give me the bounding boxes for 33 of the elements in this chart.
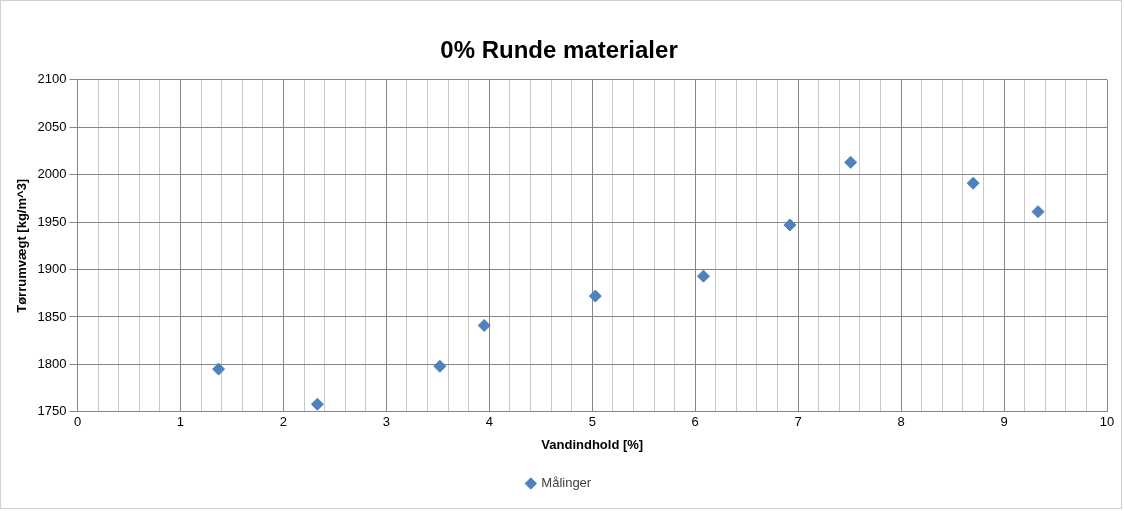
point xyxy=(966,176,980,190)
point xyxy=(212,362,226,376)
point xyxy=(1031,205,1045,219)
x-tick-label: 3 xyxy=(382,414,390,430)
y-tick-label: 1800 xyxy=(37,355,67,371)
y-tick-label: 1850 xyxy=(37,308,67,324)
point xyxy=(844,155,858,169)
x-axis-title: Vandindhold [%] xyxy=(541,436,644,452)
y-axis-title: Tørrumvægt [kg/m^3] xyxy=(14,178,30,313)
point xyxy=(696,269,710,283)
y-tick-label: 1900 xyxy=(37,261,67,277)
x-tick-label: 4 xyxy=(485,414,493,430)
y-tick-label: 2100 xyxy=(37,71,67,87)
x-tick-label: 8 xyxy=(897,414,905,430)
y-tick-label: 1750 xyxy=(37,403,67,419)
point xyxy=(477,318,491,332)
x-tick-label: 2 xyxy=(279,414,288,430)
point xyxy=(588,289,602,303)
point xyxy=(783,218,797,232)
y-tick-label: 1950 xyxy=(37,213,67,229)
x-tick-label: 0 xyxy=(73,414,82,430)
x-tick-label: 10 xyxy=(1099,414,1115,430)
point xyxy=(310,397,324,411)
point xyxy=(433,359,447,373)
x-tick-label: 1 xyxy=(176,414,185,430)
x-tick-label: 7 xyxy=(794,414,802,430)
y-tick-label: 2000 xyxy=(37,166,67,182)
x-tick-label: 5 xyxy=(588,414,596,430)
x-tick-label: 6 xyxy=(691,414,699,430)
x-tick-label: 9 xyxy=(1000,414,1008,430)
y-tick-label: 2050 xyxy=(37,118,67,134)
legend-label: Målinger xyxy=(541,475,592,491)
chart-title: 0% Runde materialer xyxy=(440,36,678,64)
